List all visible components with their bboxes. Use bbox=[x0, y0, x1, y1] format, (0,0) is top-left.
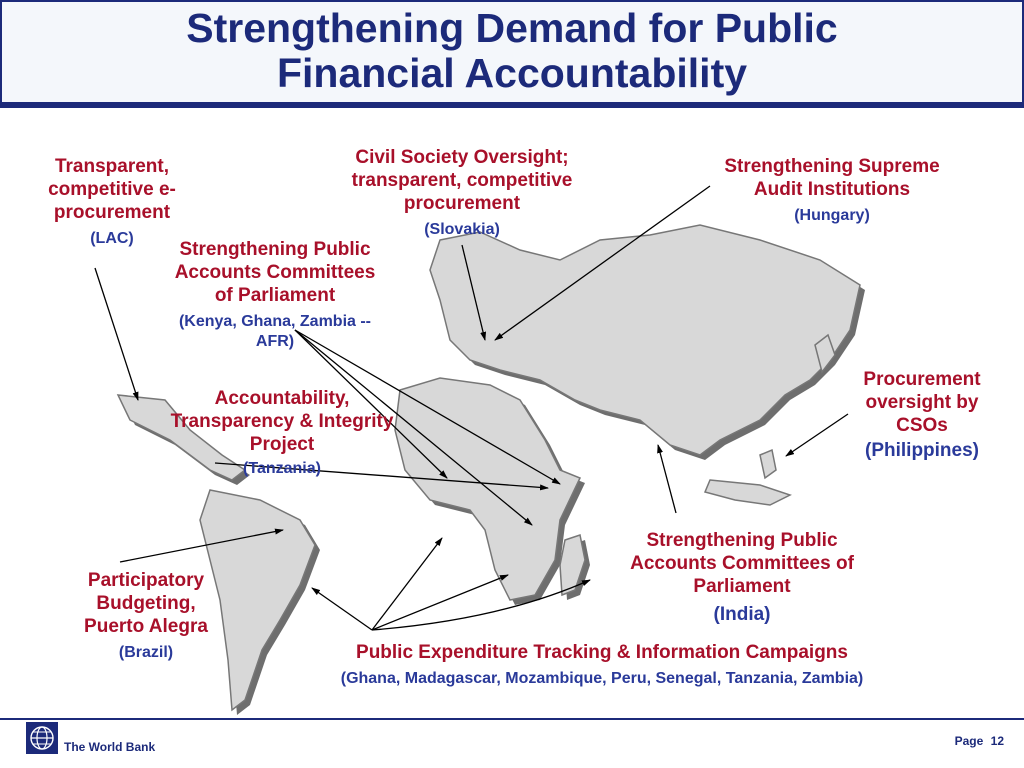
participatory-line-3: Puerto Alegra bbox=[84, 616, 208, 637]
eproc-line-3: procurement bbox=[53, 202, 171, 223]
arrow-civil bbox=[461, 244, 487, 341]
proc-csos-region: (Philippines) bbox=[865, 440, 979, 461]
sai-region: (Hungary) bbox=[794, 207, 870, 224]
title-bar bbox=[0, 0, 1024, 103]
participatory-line-2: Budgeting, bbox=[96, 593, 196, 614]
pac-afr-line-2: Accounts Committees bbox=[174, 262, 376, 283]
south-america-shape bbox=[199, 489, 316, 712]
eproc-line-2: competitive e- bbox=[48, 179, 176, 200]
page-label: Page bbox=[954, 734, 984, 748]
title-line-2: Financial Accountability bbox=[276, 50, 748, 96]
page-number: 12 bbox=[990, 734, 1004, 748]
proc-csos-line-3: CSOs bbox=[896, 415, 948, 436]
eproc-region: (LAC) bbox=[90, 230, 134, 247]
arrow-pets-3 bbox=[371, 574, 509, 631]
atip-line-1: Accountability, bbox=[214, 388, 350, 409]
indonesia-shape bbox=[703, 479, 792, 506]
arrow-pac-afr-2 bbox=[294, 329, 561, 485]
sai-line-1: Strengthening Supreme bbox=[724, 156, 940, 177]
pac-india-region: (India) bbox=[713, 604, 771, 625]
atip-line-2: Transparency & Integrity bbox=[170, 411, 394, 432]
label-participatory: Participatory Budgeting, Puerto Alegra (… bbox=[56, 569, 236, 663]
label-pac-afr: Strengthening Public Accounts Committees… bbox=[142, 238, 408, 352]
atip-line-3: Project bbox=[249, 434, 315, 455]
arrow-sai bbox=[494, 185, 711, 341]
label-civil-society: Civil Society Oversight; transparent, co… bbox=[316, 146, 608, 240]
sai-line-2: Audit Institutions bbox=[753, 179, 911, 200]
arrow-brazil bbox=[119, 528, 284, 563]
north-america-shape bbox=[116, 394, 247, 481]
title-line-1: Strengthening Demand for Public bbox=[186, 5, 838, 51]
atip-region: (Tanzania) bbox=[243, 460, 321, 477]
eproc-line-1: Transparent, bbox=[54, 156, 170, 177]
title-divider bbox=[0, 102, 1024, 108]
footer-divider bbox=[0, 718, 1024, 720]
label-pets: Public Expenditure Tracking & Informatio… bbox=[262, 641, 942, 689]
label-atip: Accountability, Transparency & Integrity… bbox=[140, 387, 424, 479]
slide-title: Strengthening Demand for Public Financia… bbox=[0, 6, 1024, 96]
label-pac-india: Strengthening Public Accounts Committees… bbox=[598, 529, 886, 626]
civil-region: (Slovakia) bbox=[424, 221, 500, 238]
arrow-india bbox=[657, 444, 677, 514]
arrow-pets-2 bbox=[371, 537, 443, 631]
page-indicator: Page 12 bbox=[951, 734, 1004, 748]
madagascar-shape bbox=[559, 534, 586, 597]
label-eproc: Transparent, competitive e- procurement … bbox=[22, 155, 202, 249]
participatory-line-1: Participatory bbox=[87, 570, 205, 591]
eurasia-shape bbox=[429, 224, 861, 456]
pac-afr-region-2: AFR) bbox=[255, 333, 295, 350]
pac-afr-line-3: of Parliament bbox=[214, 285, 336, 306]
label-proc-csos: Procurement oversight by CSOs (Philippin… bbox=[842, 368, 1002, 462]
arrow-pac-afr-3 bbox=[294, 329, 533, 526]
pac-afr-region-1: (Kenya, Ghana, Zambia -- bbox=[178, 313, 372, 330]
globe-icon bbox=[26, 722, 58, 754]
connector-arrows bbox=[94, 185, 849, 631]
arrow-philippines bbox=[785, 413, 849, 457]
label-sai: Strengthening Supreme Audit Institutions… bbox=[690, 155, 974, 226]
pac-india-line-3: Parliament bbox=[693, 576, 791, 597]
arrow-pac-afr-1 bbox=[294, 329, 448, 479]
pac-india-line-2: Accounts Committees of bbox=[630, 553, 854, 574]
arrow-pets-1 bbox=[311, 587, 373, 631]
civil-line-3: procurement bbox=[403, 193, 521, 214]
japan-shape bbox=[814, 333, 836, 374]
arrow-eproc bbox=[94, 267, 139, 401]
pac-afr-line-1: Strengthening Public bbox=[179, 239, 371, 260]
pets-line-1: Public Expenditure Tracking & Informatio… bbox=[356, 642, 848, 663]
proc-csos-line-1: Procurement bbox=[863, 369, 981, 390]
pets-region: (Ghana, Madagascar, Mozambique, Peru, Se… bbox=[340, 670, 864, 687]
civil-line-2: transparent, competitive bbox=[351, 170, 573, 191]
arrow-atip bbox=[214, 462, 549, 491]
philippines-shape bbox=[759, 448, 777, 480]
civil-line-1: Civil Society Oversight; bbox=[355, 147, 569, 168]
participatory-region: (Brazil) bbox=[118, 644, 174, 661]
arrow-pets-4 bbox=[371, 579, 591, 631]
proc-csos-line-2: oversight by bbox=[865, 392, 979, 413]
organization-name: The World Bank bbox=[64, 740, 156, 754]
pac-india-line-1: Strengthening Public bbox=[646, 530, 838, 551]
